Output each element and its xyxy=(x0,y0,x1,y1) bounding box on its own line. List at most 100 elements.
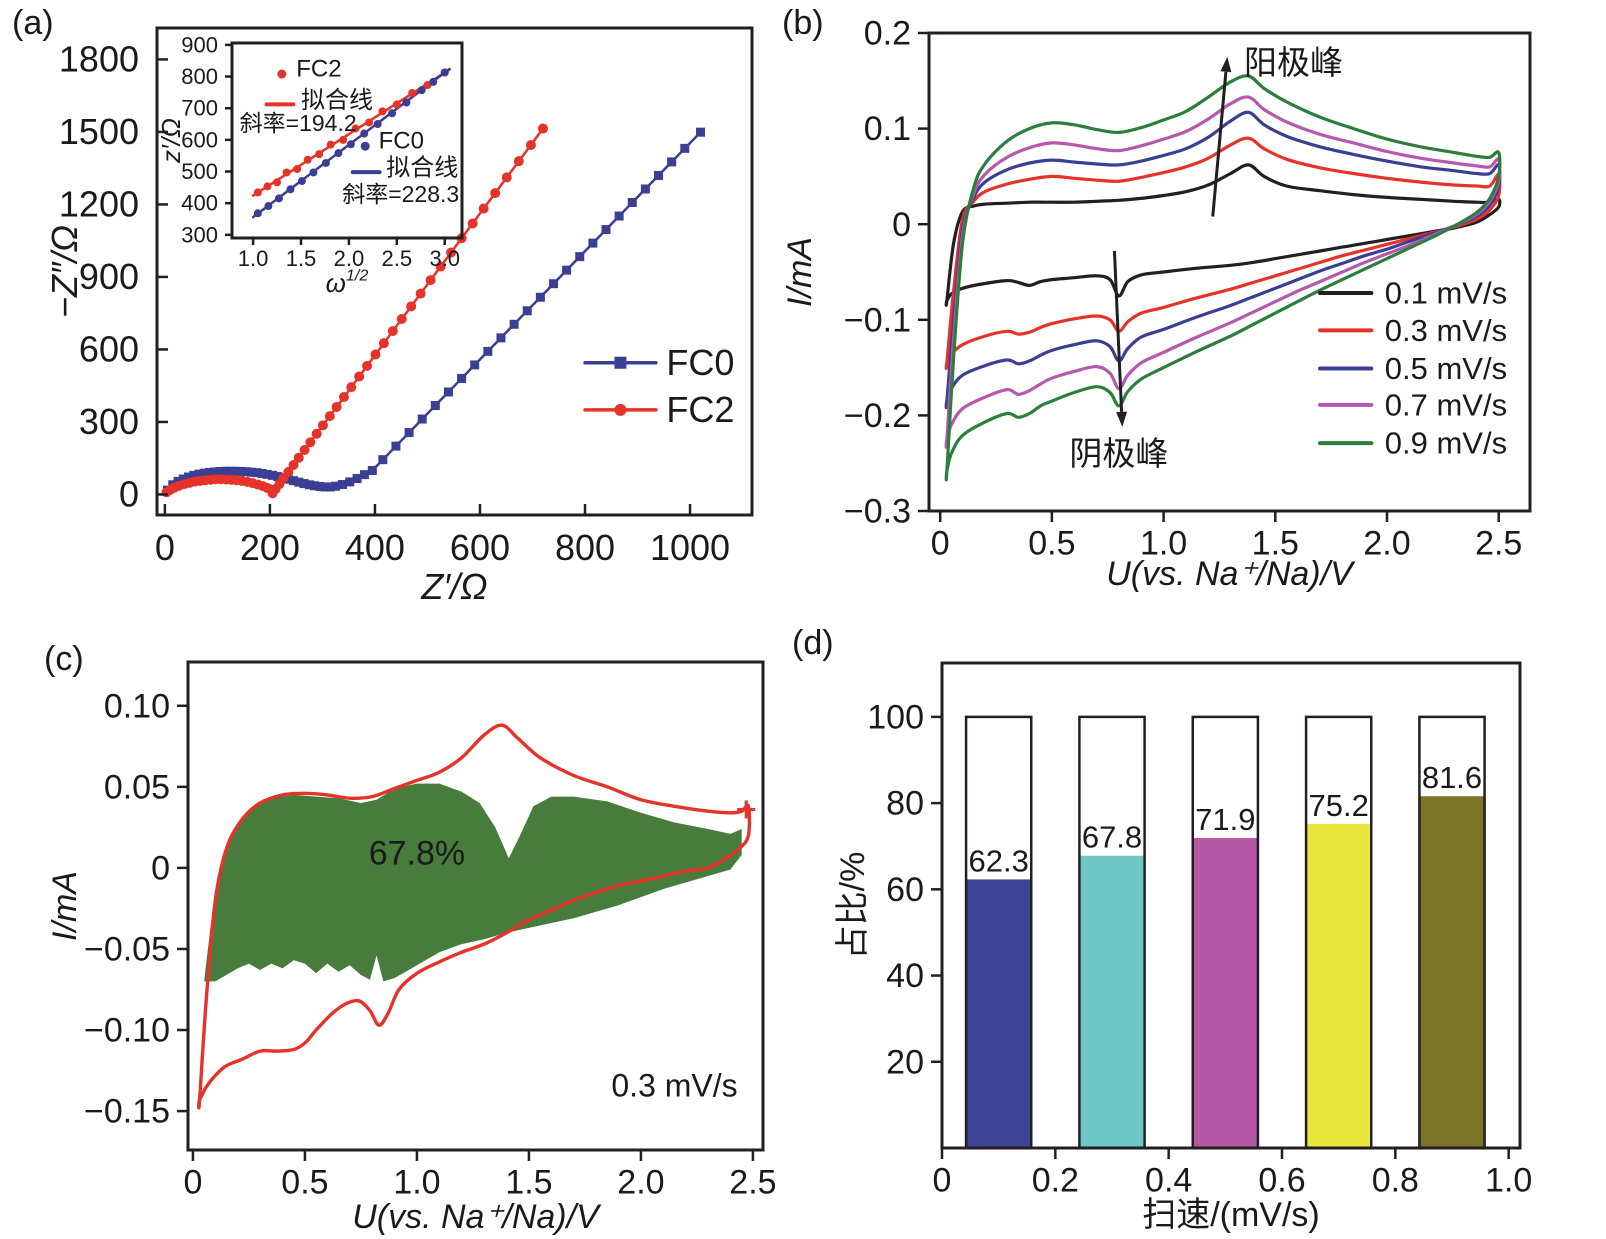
marker-circle xyxy=(614,403,627,416)
x-tick-label: 1.5 xyxy=(286,246,317,271)
marker-square xyxy=(654,170,664,180)
marker-square xyxy=(310,481,320,491)
marker-square xyxy=(404,428,414,438)
marker-circle xyxy=(354,371,365,382)
x-tick-label: 2.0 xyxy=(334,246,365,271)
x-tick-label: 1.0 xyxy=(238,246,269,271)
series-0.1 mV/s xyxy=(944,163,1502,307)
y-axis-title: 占比/% xyxy=(834,852,872,960)
marker-square xyxy=(315,481,325,491)
marker-circle xyxy=(417,86,426,95)
marker-circle xyxy=(253,209,262,218)
legend-label: FC2 xyxy=(666,389,734,430)
marker-circle xyxy=(360,141,370,151)
marker-square xyxy=(294,477,304,487)
annotation-text: FC0 xyxy=(379,128,424,155)
marker-square xyxy=(614,211,624,221)
plot-box xyxy=(186,660,765,1152)
bar-fill xyxy=(1079,855,1145,1148)
plot-box xyxy=(940,661,1522,1150)
marker-square xyxy=(304,480,314,490)
marker-circle xyxy=(324,411,335,422)
marker-circle xyxy=(297,177,306,186)
x-tick-label: 1.0 xyxy=(1140,524,1187,562)
marker-square xyxy=(231,466,241,476)
marker-circle xyxy=(378,107,387,116)
marker-square xyxy=(189,470,199,480)
marker-square xyxy=(320,482,330,492)
marker-square xyxy=(220,466,230,476)
x-tick-label: 2.5 xyxy=(1475,524,1522,562)
legend-label: 0.3 mV/s xyxy=(1385,313,1507,348)
marker-circle xyxy=(429,77,438,86)
marker-circle xyxy=(264,202,273,211)
annotation-text: FC2 xyxy=(296,56,341,83)
marker-square xyxy=(178,474,188,484)
x-tick-label: 0.6 xyxy=(1258,1161,1305,1199)
marker-circle xyxy=(478,203,489,214)
marker-circle xyxy=(283,466,294,477)
marker-circle xyxy=(315,150,324,159)
marker-square xyxy=(627,197,637,207)
marker-square xyxy=(522,306,532,316)
x-tick-label: 0 xyxy=(931,524,950,562)
y-tick-label: 0.2 xyxy=(864,15,911,53)
x-tick-label: 2.5 xyxy=(382,246,413,271)
annotation-text: 阴极峰 xyxy=(1069,435,1168,472)
legend-label: 0.5 mV/s xyxy=(1385,351,1507,386)
marker-square xyxy=(359,470,369,480)
marker-square xyxy=(236,466,246,476)
marker-circle xyxy=(378,338,389,349)
bar-fill xyxy=(966,879,1032,1148)
marker-square xyxy=(470,360,480,370)
x-tick-label: 1.5 xyxy=(505,1163,552,1201)
y-tick-label: −0.2 xyxy=(844,397,911,435)
y-tick-label: 600 xyxy=(181,127,218,152)
y-tick-label: 900 xyxy=(79,256,139,297)
marker-square xyxy=(496,333,506,343)
marker-square xyxy=(289,476,299,486)
marker-square xyxy=(205,467,215,477)
x-tick-label: 0.2 xyxy=(1032,1161,1079,1199)
x-tick-label: 0.5 xyxy=(281,1163,328,1201)
marker-square xyxy=(457,373,467,383)
marker-circle xyxy=(299,444,310,455)
x-axis-title: ω1/2 xyxy=(326,266,369,298)
series-0.9 mV/s xyxy=(944,74,1502,482)
bar-fill xyxy=(1306,823,1372,1148)
x-tick-label: 2.0 xyxy=(617,1163,664,1201)
y-tick-label: 800 xyxy=(181,64,218,89)
marker-circle xyxy=(388,109,397,118)
marker-square xyxy=(252,468,262,478)
panel-label-a: (a) xyxy=(12,4,54,42)
marker-square xyxy=(352,474,362,484)
marker-circle xyxy=(339,135,348,144)
y-tick-label: −0.05 xyxy=(84,931,170,969)
panel-label-c: (c) xyxy=(44,640,84,678)
marker-circle xyxy=(370,349,381,360)
marker-circle xyxy=(293,164,302,173)
x-tick-label: 400 xyxy=(345,527,405,568)
marker-circle xyxy=(373,120,382,129)
marker-circle xyxy=(331,401,342,412)
y-tick-label: −0.3 xyxy=(844,493,911,531)
area-capacitive-area xyxy=(204,783,742,982)
x-tick-label: 1.5 xyxy=(1252,524,1299,562)
marker-circle xyxy=(396,313,407,324)
marker-square xyxy=(247,467,257,477)
y-tick-label: 0 xyxy=(892,206,911,244)
y-tick-label: 0 xyxy=(119,474,139,515)
marker-circle xyxy=(537,123,548,134)
bar-value: 81.6 xyxy=(1422,760,1482,795)
marker-circle xyxy=(351,124,360,133)
x-tick-label: 2.5 xyxy=(729,1163,776,1201)
marker-circle xyxy=(274,194,283,203)
marker-square xyxy=(548,279,558,289)
bar-fill xyxy=(1192,838,1258,1148)
marker-square xyxy=(601,225,611,235)
marker-circle xyxy=(513,156,524,167)
x-tick-label: 0 xyxy=(155,527,175,568)
marker-square xyxy=(226,466,236,476)
marker-circle xyxy=(435,261,446,272)
